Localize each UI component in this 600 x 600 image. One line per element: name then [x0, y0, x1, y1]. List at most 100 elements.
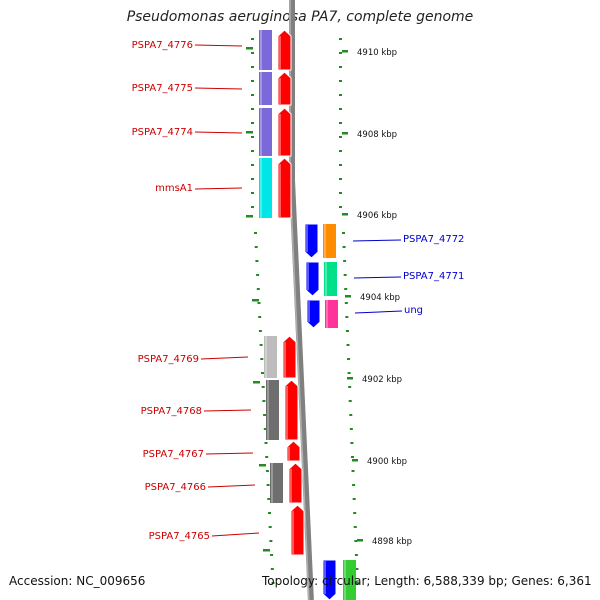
leader-line [207, 484, 256, 488]
track-dot [349, 414, 353, 416]
cog-block-shine [324, 224, 326, 258]
track-dot [339, 38, 342, 40]
track-dot [339, 178, 342, 180]
track-dot [339, 94, 342, 96]
track-dot [251, 52, 254, 54]
track-dot [342, 246, 346, 248]
track-dot [268, 512, 271, 514]
scale-tick [342, 132, 348, 135]
track-dot [348, 400, 352, 402]
gene-arrow-shine [307, 263, 309, 290]
cog-block [266, 380, 279, 440]
track-dot [339, 66, 342, 68]
scale-tick-left [252, 299, 259, 302]
gene-label: PSPA7_4766 [145, 482, 206, 493]
gene-label: PSPA7_4772 [403, 234, 464, 245]
scale-label: 4904 kbp [360, 293, 400, 303]
gene-arrow [277, 71, 292, 106]
scale-tick [352, 459, 358, 462]
track-dot [251, 136, 254, 138]
track-dot [251, 164, 254, 166]
leader-line [205, 452, 254, 455]
cog-block [324, 262, 337, 296]
track-dot [251, 66, 254, 68]
track-dot [251, 150, 254, 152]
track-dot [344, 288, 348, 290]
track-dot [261, 386, 265, 388]
gene-label: PSPA7_4767 [143, 449, 204, 460]
cog-block [264, 336, 277, 378]
gene-arrow [290, 504, 305, 556]
cog-block [343, 560, 356, 600]
cog-block-shine [260, 158, 262, 218]
track-dot [251, 178, 254, 180]
cog-block [259, 30, 272, 70]
track-dot [356, 582, 359, 584]
scale-labels: 4910 kbp 4908 kbp 4906 kbp 4904 kbp 4902 kbp… [246, 47, 412, 552]
track-dot [354, 554, 358, 556]
gene-labels: PSPA7_4776 PSPA7_4775 PSPA7_4774 mmsA1 PSPA7… [132, 40, 465, 542]
track-dot [339, 206, 342, 208]
track-dot [263, 414, 267, 416]
gene-arrow-shine [306, 225, 308, 252]
track-dot [254, 246, 258, 248]
cog-block [259, 158, 272, 218]
track-dot [262, 400, 266, 402]
leader-line [194, 187, 243, 190]
track-dot [258, 316, 262, 318]
track-dot [339, 80, 342, 82]
gene-arrow [277, 29, 292, 71]
track-dot [254, 232, 257, 234]
accession-text: Accession: NC_009656 [9, 574, 146, 588]
gene-arrow-shine [288, 447, 290, 460]
track-dot [352, 484, 356, 486]
gene-arrow [277, 157, 292, 219]
track-dot [265, 470, 269, 472]
gene-label: ung [404, 305, 423, 316]
track-dot [346, 344, 350, 346]
leader-line [354, 310, 403, 314]
scale-tick-left [259, 464, 266, 467]
scale-tick [342, 50, 348, 53]
scale-label: 4910 kbp [357, 48, 397, 58]
track-dot [261, 372, 264, 374]
track-dot [266, 484, 270, 486]
scale-tick [347, 377, 353, 380]
cog-block-shine [260, 108, 262, 156]
track-dot [339, 108, 342, 110]
gene-arrow [286, 440, 301, 462]
gene-features [259, 29, 356, 600]
leader-line [194, 131, 243, 134]
gene-arrow-shine [290, 469, 292, 502]
scale-tick-left [246, 215, 253, 218]
gene-label: PSPA7_4765 [149, 531, 210, 542]
track-dot [251, 108, 254, 110]
scale-label: 4908 kbp [357, 130, 397, 140]
gene-arrow [322, 559, 337, 600]
track-dot [256, 274, 260, 276]
track-dot [343, 274, 347, 276]
track-dot [269, 540, 273, 542]
track-dot [251, 94, 254, 96]
gene-arrow-shine [292, 511, 294, 554]
gene-arrow [304, 223, 319, 259]
track-dot [251, 38, 254, 40]
track-dot [251, 80, 254, 82]
scale-label: 4898 kbp [372, 537, 412, 547]
gene-label: mmsA1 [155, 183, 193, 194]
gene-arrow [282, 335, 297, 379]
scale-tick-left [246, 47, 253, 50]
gene-arrow-shine [286, 386, 288, 439]
track-dot [339, 150, 342, 152]
track-dot [270, 568, 274, 570]
gene-arrow-shine [279, 36, 281, 69]
track-dot [268, 526, 272, 528]
track-dot [350, 442, 354, 444]
cog-block-shine [260, 30, 262, 70]
cog-block-shine [326, 300, 328, 328]
track-dot [257, 302, 261, 304]
scale-tick [345, 295, 351, 298]
cog-block-shine [265, 336, 267, 378]
gene-arrow [288, 462, 303, 504]
